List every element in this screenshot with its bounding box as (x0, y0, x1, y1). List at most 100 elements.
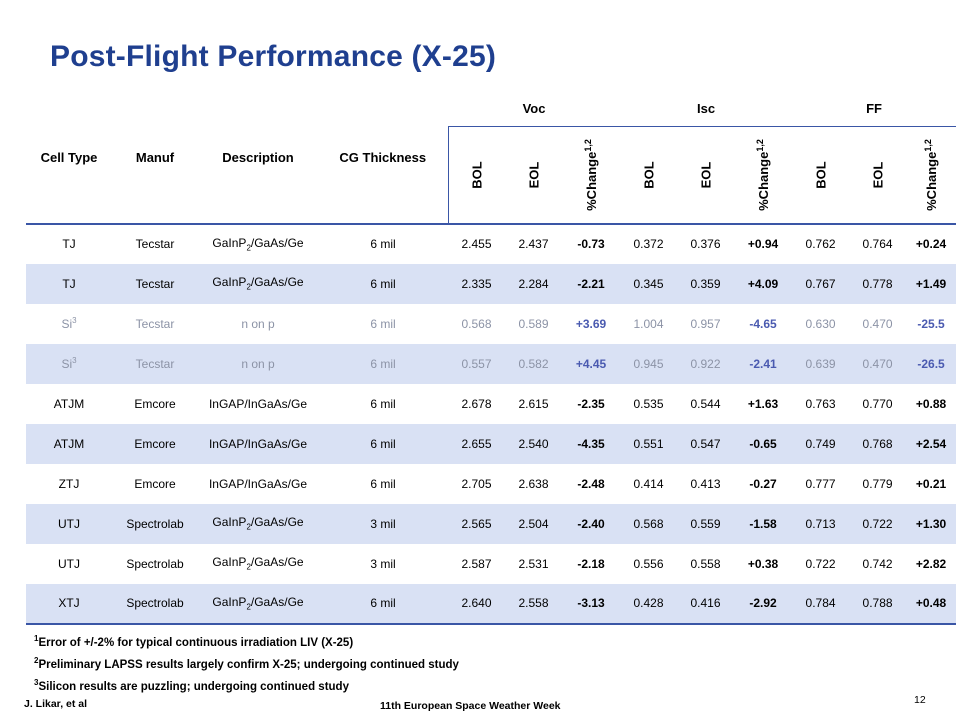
cell-manuf: Tecstar (135, 356, 175, 371)
sub-header-isc-bol: BOL (620, 125, 678, 225)
cell-isc-bol: 0.372 (633, 237, 664, 251)
desc-part-a: GaInP (212, 594, 247, 609)
vertical-label-sup: 1,2 (922, 138, 933, 152)
footnote: 3Silicon results are puzzling; undergoin… (34, 674, 459, 696)
cell-voc-change: -2.40 (577, 516, 605, 531)
vertical-label-box: BOL (813, 127, 828, 223)
desc-part-a: GaInP (212, 275, 247, 290)
desc-part-b: /GaAs/Ge (250, 555, 304, 570)
cell-isc-bol: 0.568 (633, 516, 664, 531)
cell-ff-bol: 0.762 (805, 237, 836, 251)
cell-cg-thickness: 3 mil (370, 556, 396, 571)
desc-part-b: /GaAs/Ge (250, 275, 304, 290)
vertical-label-text: EOL (870, 161, 886, 188)
cell-type: ZTJ (26, 464, 112, 504)
cell-description: GaInP2/GaAs/Ge (198, 224, 318, 264)
cell-type: XTJ (26, 583, 112, 625)
vertical-label: EOL (526, 161, 541, 188)
cell-isc-eol: 0.547 (690, 436, 721, 451)
cell-isc-eol: 0.922 (690, 356, 721, 371)
cell-type-text: ATJM (53, 436, 85, 451)
desc-subscript: 2 (246, 602, 251, 612)
cell-voc-eol: 2.504 (518, 516, 549, 531)
footnote-text: Preliminary LAPSS results largely confir… (38, 658, 459, 671)
cell-cg-thickness: 6 mil (370, 476, 396, 491)
cell-manuf: Spectrolab (126, 516, 184, 531)
header-group-voc: Voc (522, 101, 546, 117)
cell-voc-change: -2.48 (577, 476, 605, 491)
cell-type-text: TJ (62, 276, 76, 291)
header-manuf: Manuf (112, 92, 198, 225)
cell-voc-bol: 2.587 (461, 556, 492, 571)
cell-ff-bol: 0.713 (805, 516, 836, 531)
cell-manuf: Tecstar (135, 276, 175, 291)
footnote-marker: 1 (34, 634, 39, 643)
cell-voc-change: -2.18 (577, 556, 605, 571)
vertical-label-text: EOL (526, 161, 541, 188)
cell-ff-change: +1.30 (915, 516, 947, 531)
cell-ff-eol: 0.778 (862, 276, 893, 291)
cell-description: InGAP/InGaAs/Ge (198, 384, 318, 424)
cell-voc-eol: 2.531 (518, 556, 549, 571)
cell-ff-change: -26.5 (917, 356, 945, 371)
cell-description: InGAP/InGaAs/Ge (198, 424, 318, 464)
cell-voc-bol: 2.335 (461, 276, 492, 291)
sub-header-ff-change: %Change1,2 (906, 125, 957, 225)
cell-ff-bol: 0.722 (805, 556, 836, 571)
sub-header-voc-eol: EOL (505, 125, 562, 225)
cell-type-text: Si (61, 317, 73, 331)
cell-isc-change: -4.65 (749, 316, 777, 331)
cell-manuf: Spectrolab (126, 556, 184, 571)
footnote-marker: 2 (34, 655, 39, 665)
cell-type: Si3 (26, 304, 112, 344)
footnote-text: Error of +/-2% for typical continuous ir… (38, 636, 354, 649)
vertical-label-text: %Change (584, 151, 600, 211)
cell-ff-change: +0.88 (915, 396, 947, 411)
cell-voc-bol: 2.565 (461, 516, 492, 531)
cell-type: ATJM (26, 384, 112, 424)
cell-type-text: Si (61, 357, 73, 371)
cell-ff-eol: 0.768 (862, 436, 893, 451)
header-group-isc: Isc (696, 101, 716, 117)
cell-type-text: XTJ (58, 596, 80, 610)
cell-type-text: TJ (62, 237, 76, 251)
cell-isc-change: -0.27 (749, 476, 777, 491)
cell-description: GaInP2/GaAs/Ge (198, 504, 318, 544)
vertical-label-text: %Change (924, 151, 940, 211)
page-title: Post-Flight Performance (X-25) (50, 40, 497, 73)
vertical-label-box: %Change1,2 (755, 127, 771, 223)
desc-part-a: n on p (241, 316, 275, 331)
cell-manuf: Emcore (134, 396, 176, 411)
table-row: TJ Tecstar GaInP2/GaAs/Ge 6 mil 2.455 2.437 -0… (26, 224, 956, 264)
cell-ff-bol: 0.639 (805, 356, 836, 371)
cell-cg-thickness: 6 mil (370, 396, 396, 411)
vertical-label-box: %Change1,2 (583, 127, 600, 223)
desc-part-b: /GaAs/Ge (250, 515, 304, 530)
cell-description: n on p (198, 304, 318, 344)
cell-isc-bol: 0.556 (633, 556, 664, 571)
vertical-label-box: EOL (526, 127, 541, 223)
cell-isc-bol: 0.551 (633, 436, 664, 451)
desc-part-b: /GaAs/Ge (250, 594, 304, 609)
cell-cg-thickness: 6 mil (318, 583, 448, 625)
cell-isc-change: -1.58 (749, 516, 777, 531)
cell-type-text: ATJM (53, 396, 85, 411)
cell-isc-change: -0.65 (749, 436, 777, 451)
cell-ff-change: +2.54 (915, 436, 947, 451)
footer-author: J. Likar, et al (24, 698, 88, 710)
cell-voc-bol: 0.557 (461, 356, 492, 371)
cell-ff-eol: 0.470 (862, 316, 893, 331)
footnote: 2Preliminary LAPSS results largely confi… (34, 652, 459, 674)
desc-subscript: 2 (246, 282, 251, 292)
cell-voc-change: -3.13 (562, 583, 621, 625)
table-row: TJ Tecstar GaInP2/GaAs/Ge 6 mil 2.335 2.284 -2… (26, 263, 957, 304)
cell-isc-change: +0.94 (747, 237, 779, 251)
cell-manuf: Emcore (134, 436, 176, 451)
cell-isc-change: +1.63 (747, 396, 779, 411)
cell-cg-thickness: 6 mil (370, 237, 396, 251)
table-row: ATJM Emcore InGAP/InGaAs/Ge 6 mil 2.655 2.540… (26, 423, 957, 464)
table-body: TJ Tecstar GaInP2/GaAs/Ge 6 mil 2.455 2.437 -0… (26, 224, 957, 625)
footnote-marker: 3 (34, 677, 39, 687)
cell-voc-eol: 0.589 (518, 316, 549, 331)
desc-part-a: GaInP (212, 235, 247, 250)
